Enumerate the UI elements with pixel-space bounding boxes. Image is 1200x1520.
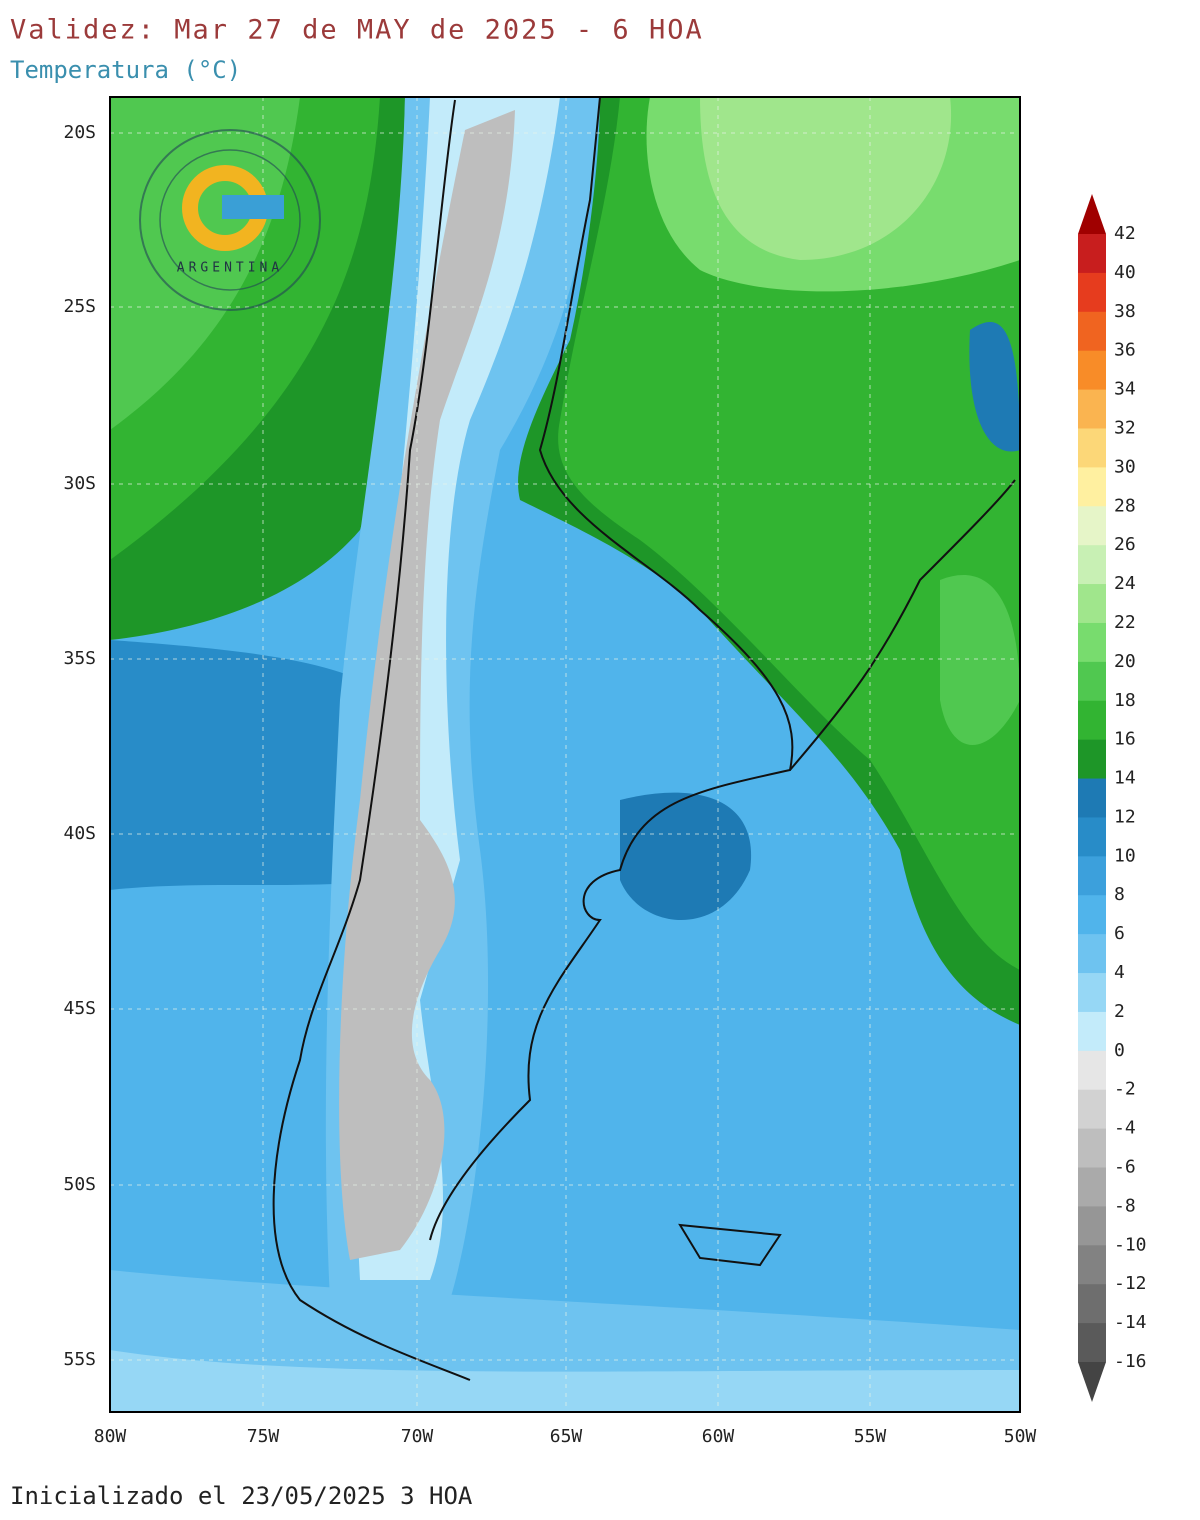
- field: [940, 575, 1020, 745]
- colorbar-label: 0: [1114, 1040, 1125, 1061]
- colorbar-label: 26: [1114, 534, 1136, 555]
- title: Validez: Mar 27 de MAY de 2025 - 6 HOA: [10, 15, 704, 46]
- lon-label: 65W: [550, 1426, 583, 1447]
- field: [558, 97, 1020, 970]
- grid: [110, 97, 1020, 1412]
- colorbar-label: 6: [1114, 923, 1125, 944]
- colorbar-band: [1078, 389, 1106, 429]
- colorbar-band: [1078, 1284, 1106, 1324]
- colorbar-label: 28: [1114, 495, 1136, 516]
- colorbar-label: 8: [1114, 884, 1125, 905]
- colorbar-label: 34: [1114, 379, 1136, 400]
- colorbar-band: [1078, 856, 1106, 896]
- colorbar-label: -4: [1114, 1118, 1136, 1139]
- colorbar-label: 12: [1114, 806, 1136, 827]
- colorbar-band: [1078, 506, 1106, 546]
- colorbar-label: -16: [1114, 1351, 1147, 1372]
- subtitle: Temperatura (°C): [10, 56, 241, 84]
- colorbar-band: [1078, 350, 1106, 391]
- map-frame: [109, 96, 1021, 1413]
- footer: Inicializado el 23/05/2025 3 HOA: [10, 1482, 473, 1510]
- colorbar-label: 42: [1114, 223, 1136, 244]
- colorbar-band: [1078, 1323, 1106, 1363]
- colorbar-band: [1078, 1245, 1106, 1285]
- colorbar-band: [1078, 661, 1106, 702]
- colorbar-band: [1078, 778, 1106, 818]
- colorbar-band: [1078, 467, 1106, 507]
- coastline: [429, 97, 794, 1241]
- lat-label: 35S: [63, 648, 96, 669]
- colorbar-label: -8: [1114, 1195, 1136, 1216]
- field: [110, 1350, 1020, 1412]
- coastline: [789, 479, 1016, 771]
- coastline: [272, 99, 471, 1381]
- colorbar-bottom: [1078, 1362, 1106, 1402]
- colorbar-band: [1078, 739, 1106, 780]
- field: [700, 97, 952, 260]
- colorbar-band: [1078, 428, 1106, 468]
- colorbar-band: [1078, 1011, 1106, 1052]
- field: [110, 640, 400, 890]
- lat-label: 25S: [63, 296, 96, 317]
- logo-text: ARGENTINA: [177, 261, 283, 276]
- colorbar-label: 14: [1114, 768, 1136, 789]
- map-area: ARGENTINA: [110, 97, 1020, 1412]
- colorbar-label: 40: [1114, 262, 1136, 283]
- colorbar-label: 22: [1114, 612, 1136, 633]
- colorbar-top: [1078, 194, 1106, 234]
- colorbar-band: [1078, 272, 1106, 313]
- colorbar-band: [1078, 1089, 1106, 1130]
- lat-label: 20S: [63, 122, 96, 143]
- colorbar-label: 20: [1114, 651, 1136, 672]
- colorbar-label: -6: [1114, 1157, 1136, 1178]
- colorbar-label: 38: [1114, 301, 1136, 322]
- colorbar-band: [1078, 622, 1106, 663]
- lon-label: 70W: [401, 1426, 434, 1447]
- colorbar-label: -12: [1114, 1273, 1147, 1294]
- colorbar-band: [1078, 234, 1106, 274]
- colorbar-label: -14: [1114, 1312, 1147, 1333]
- colorbar-band: [1078, 1167, 1106, 1207]
- colorbar-label: 18: [1114, 690, 1136, 711]
- colorbar-label: 10: [1114, 845, 1136, 866]
- colorbar-band: [1078, 1206, 1106, 1246]
- colorbar-label: -10: [1114, 1234, 1147, 1255]
- colorbar-label: 30: [1114, 456, 1136, 477]
- colorbar-label: 16: [1114, 729, 1136, 750]
- field: [620, 792, 752, 920]
- lat-label: 30S: [63, 473, 96, 494]
- colorbar-label: 2: [1114, 1001, 1125, 1022]
- colorbar-band: [1078, 545, 1106, 585]
- colorbar-label: 32: [1114, 417, 1136, 438]
- colorbar-band: [1078, 700, 1106, 741]
- colorbar-band: [1078, 817, 1106, 857]
- colorbar-label: 36: [1114, 340, 1136, 361]
- islands: [678, 1223, 782, 1267]
- lon-label: 50W: [1004, 1426, 1037, 1447]
- colorbar-band: [1078, 311, 1106, 352]
- logo: ARGENTINA: [139, 129, 321, 311]
- colorbar-band: [1078, 895, 1106, 935]
- andes-field: [339, 110, 515, 1260]
- colorbar-label: 24: [1114, 573, 1136, 594]
- lat-label: 50S: [63, 1174, 96, 1195]
- colorbar-band: [1078, 973, 1106, 1013]
- lat-label: 45S: [63, 998, 96, 1019]
- lon-label: 80W: [94, 1426, 127, 1447]
- colorbar-band: [1078, 934, 1106, 974]
- lon-label: 55W: [854, 1426, 887, 1447]
- lat-label: 40S: [63, 823, 96, 844]
- lat-label: 55S: [63, 1349, 96, 1370]
- colorbar-label: 4: [1114, 962, 1125, 983]
- lon-label: 60W: [702, 1426, 735, 1447]
- colorbar-label: -2: [1114, 1079, 1136, 1100]
- colorbar-band: [1078, 1128, 1106, 1169]
- field: [969, 322, 1020, 452]
- colorbar-band: [1078, 584, 1106, 624]
- lon-label: 75W: [247, 1426, 280, 1447]
- colorbar-band: [1078, 1050, 1106, 1091]
